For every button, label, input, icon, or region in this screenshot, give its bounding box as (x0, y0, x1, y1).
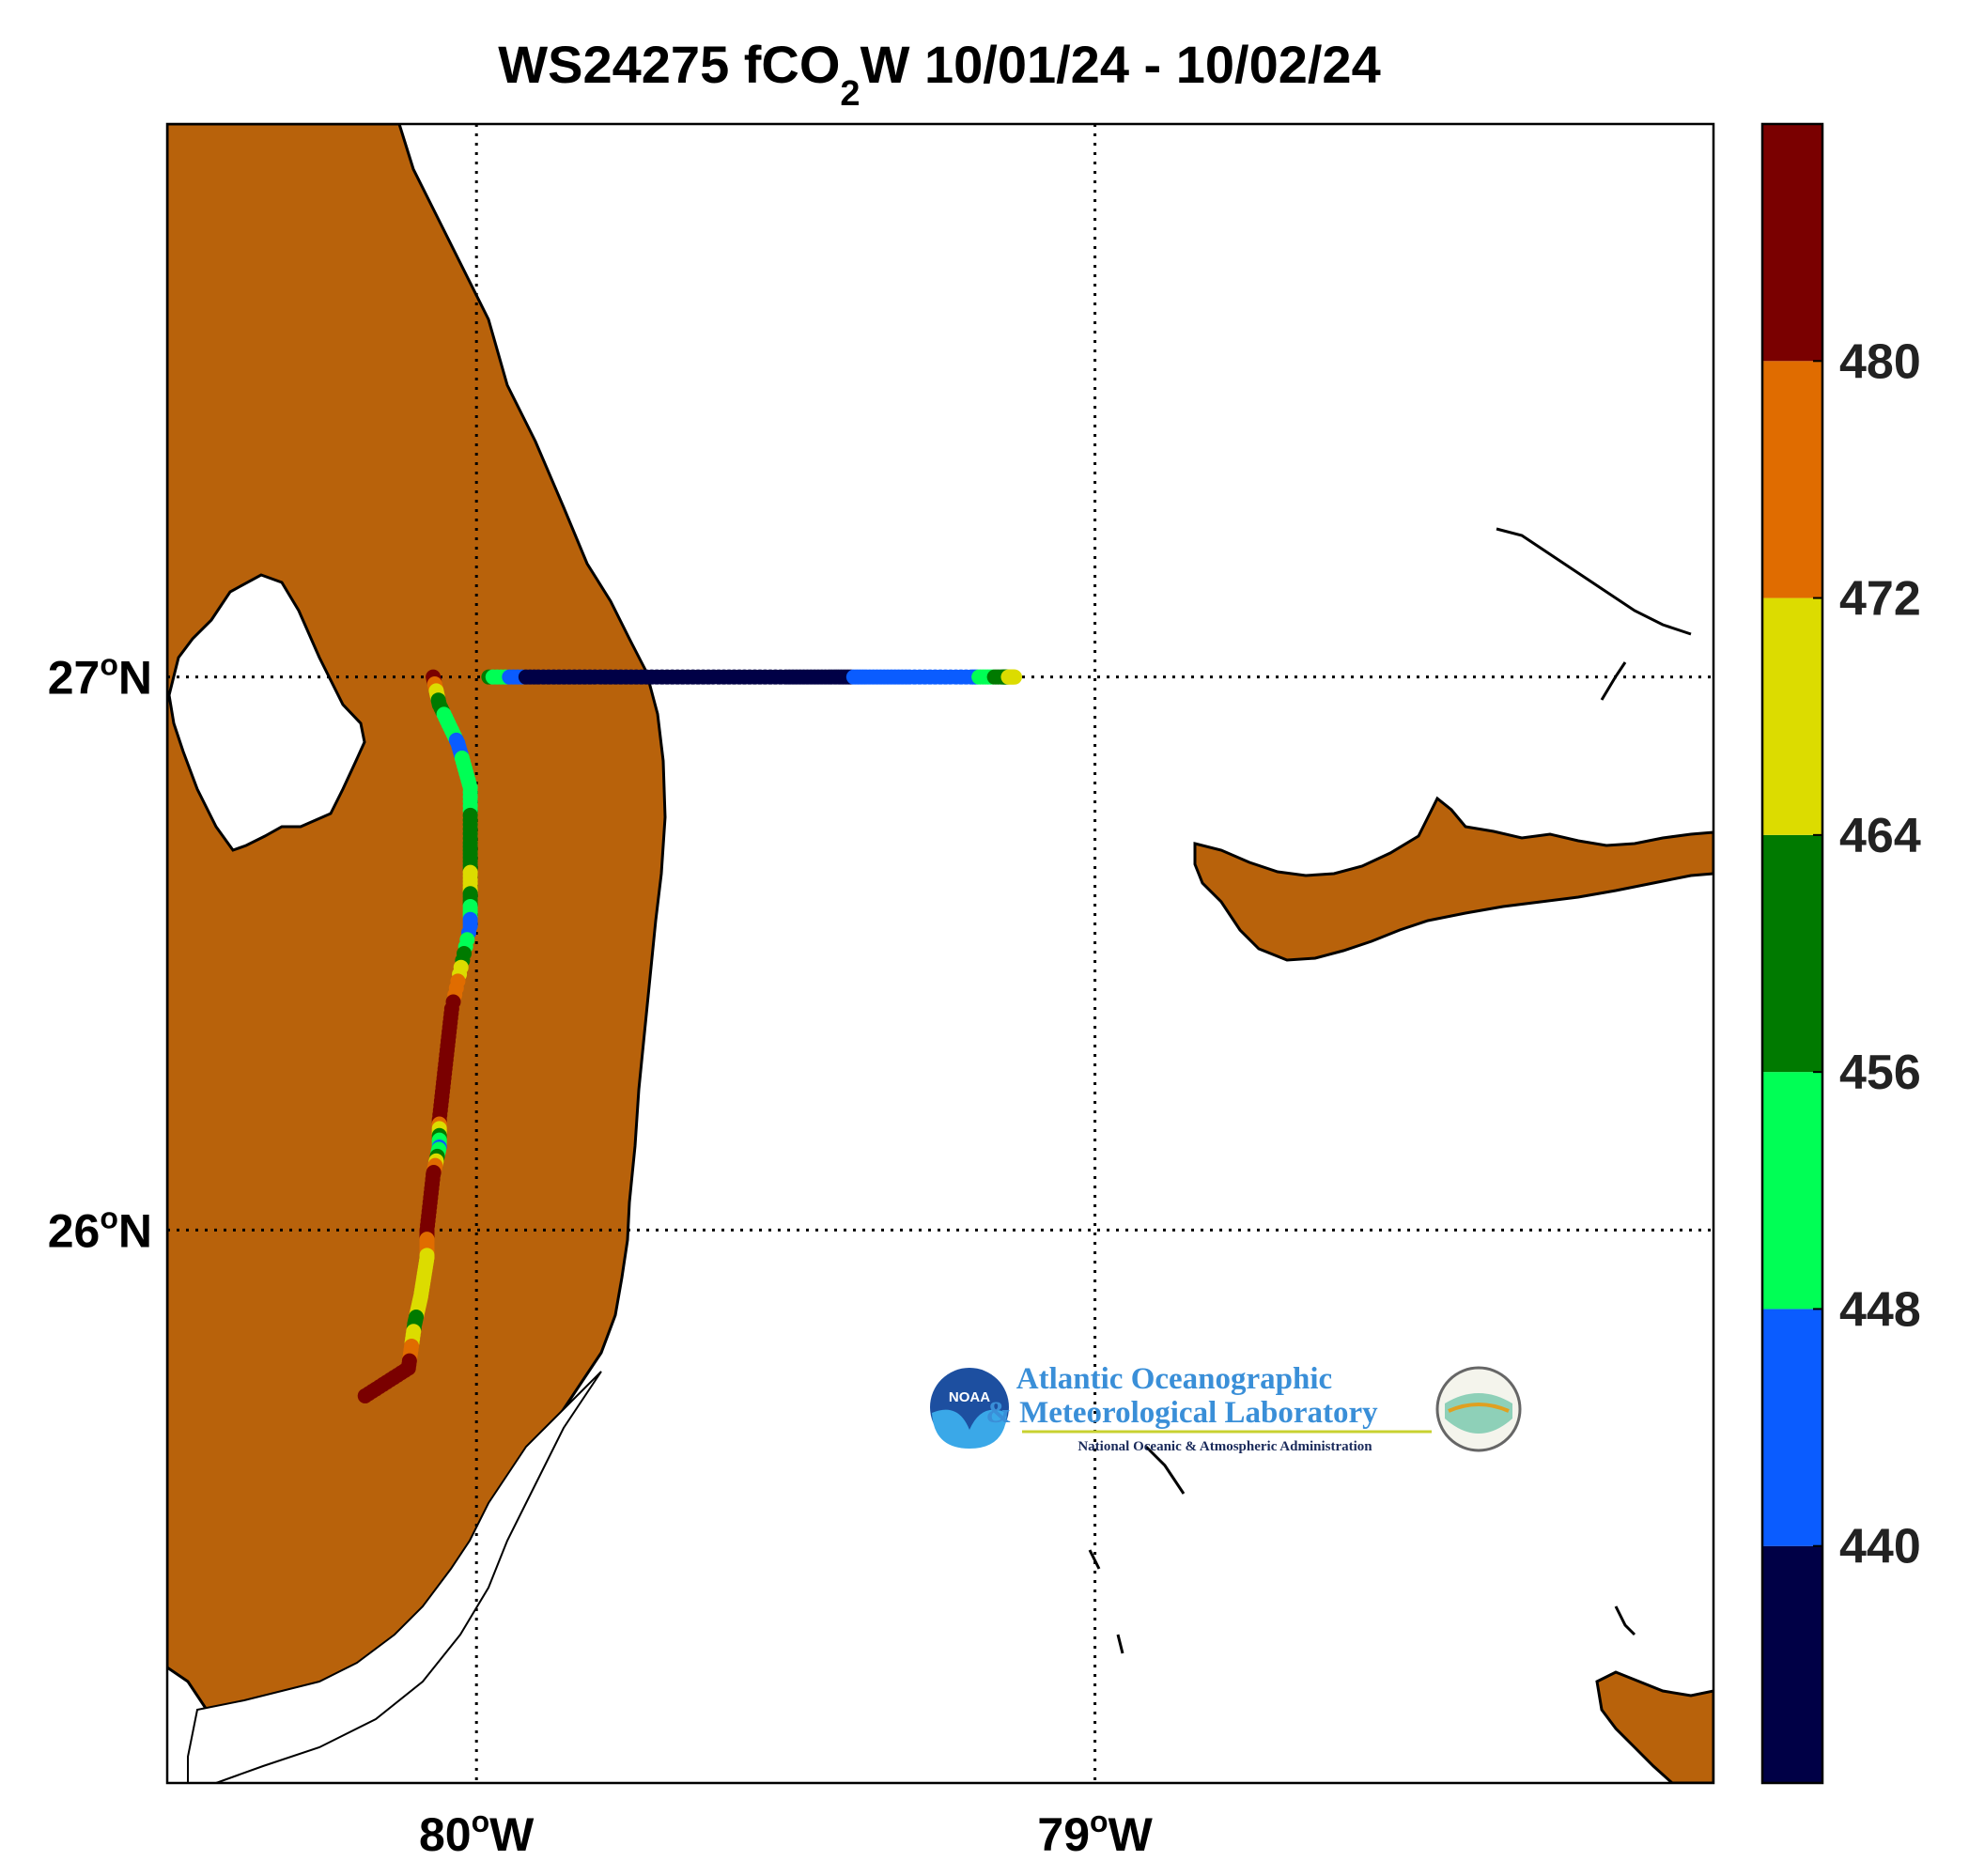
lon-tick-label-hemisphere: W (489, 1808, 535, 1861)
aoml-seal-sun (1448, 1403, 1510, 1413)
logo-line3: National Oceanic & Atmospheric Administr… (1078, 1439, 1372, 1454)
colorbar-swatch (1762, 361, 1822, 598)
logo-line2: & Meteorological Laboratory (985, 1396, 1378, 1430)
map-panel (165, 122, 1715, 1785)
florida-bay (187, 1371, 602, 1783)
lat-tick-label-hemisphere: N (118, 1204, 152, 1257)
lon-tick-label-num: 79 (1037, 1808, 1090, 1861)
lon-tick-label-hemisphere: W (1109, 1808, 1154, 1861)
lat-tick-label-degree: o (100, 1201, 118, 1234)
aoml-seal-scene (1445, 1393, 1512, 1434)
colorbar-swatch (1762, 1072, 1822, 1310)
cruise-track (357, 669, 1023, 1403)
lon-tick-label: 79oW (1037, 1805, 1153, 1861)
small-cays (1088, 1445, 1636, 1654)
grand-bahama-island (1193, 796, 1713, 962)
aoml-logo: NOAA Atlantic Oceanographic & Meteorolog… (930, 1362, 1522, 1454)
colorbar: 440 448 456 464 472 480 (1760, 122, 1921, 1785)
lat-tick-label-num: 27 (48, 652, 101, 705)
colorbar-swatch (1762, 597, 1822, 835)
andros-fragment (1595, 1670, 1713, 1783)
lon-tick-label: 80oW (419, 1805, 535, 1861)
colorbar-swatch (1762, 124, 1822, 362)
colorbar-label: 480 (1839, 334, 1921, 389)
lon-tick-label-num: 80 (419, 1808, 472, 1861)
noaa-emblem-wave (932, 1409, 1007, 1449)
lat-tick-label: 27oN (48, 648, 152, 705)
lat-tick-label-hemisphere: N (118, 652, 152, 705)
colorbar-label: 456 (1839, 1046, 1921, 1100)
colorbar-label: 440 (1839, 1520, 1921, 1574)
map-title: WS24275 fCO2W 10/01/24 - 10/02/24 (498, 35, 1380, 114)
colorbar-frame (1760, 122, 1824, 1785)
title-subscript: 2 (840, 74, 860, 114)
logo-line1: Atlantic Oceanographic (1016, 1362, 1332, 1396)
lat-tick-label-degree: o (100, 648, 118, 682)
track-point (357, 1388, 373, 1403)
colorbar-swatch (1762, 1545, 1822, 1783)
lon-tick-label-degree: o (472, 1805, 490, 1838)
colorbar-label: 448 (1839, 1282, 1921, 1337)
title-prefix: WS24275 fCO (498, 35, 840, 94)
title-suffix: W 10/01/24 - 10/02/24 (860, 35, 1381, 94)
lat-tick-label: 26oN (48, 1201, 152, 1257)
colorbar-label: 472 (1839, 572, 1921, 627)
lake-okeechobee (167, 573, 366, 852)
noaa-badge-text: NOAA (949, 1389, 990, 1405)
lon-tick-label-degree: o (1090, 1805, 1109, 1838)
longitude-labels: 80oW 79oW (419, 1805, 1154, 1861)
colorbar-swatch (1762, 834, 1822, 1073)
colorbar-swatch (1762, 1309, 1822, 1546)
land-layer (167, 124, 1713, 1783)
lat-tick-label-num: 26 (48, 1204, 101, 1257)
colorbar-label: 464 (1839, 809, 1921, 863)
abaco-fragment (1496, 527, 1692, 636)
track-point (1007, 669, 1023, 685)
map-frame (165, 122, 1715, 1785)
